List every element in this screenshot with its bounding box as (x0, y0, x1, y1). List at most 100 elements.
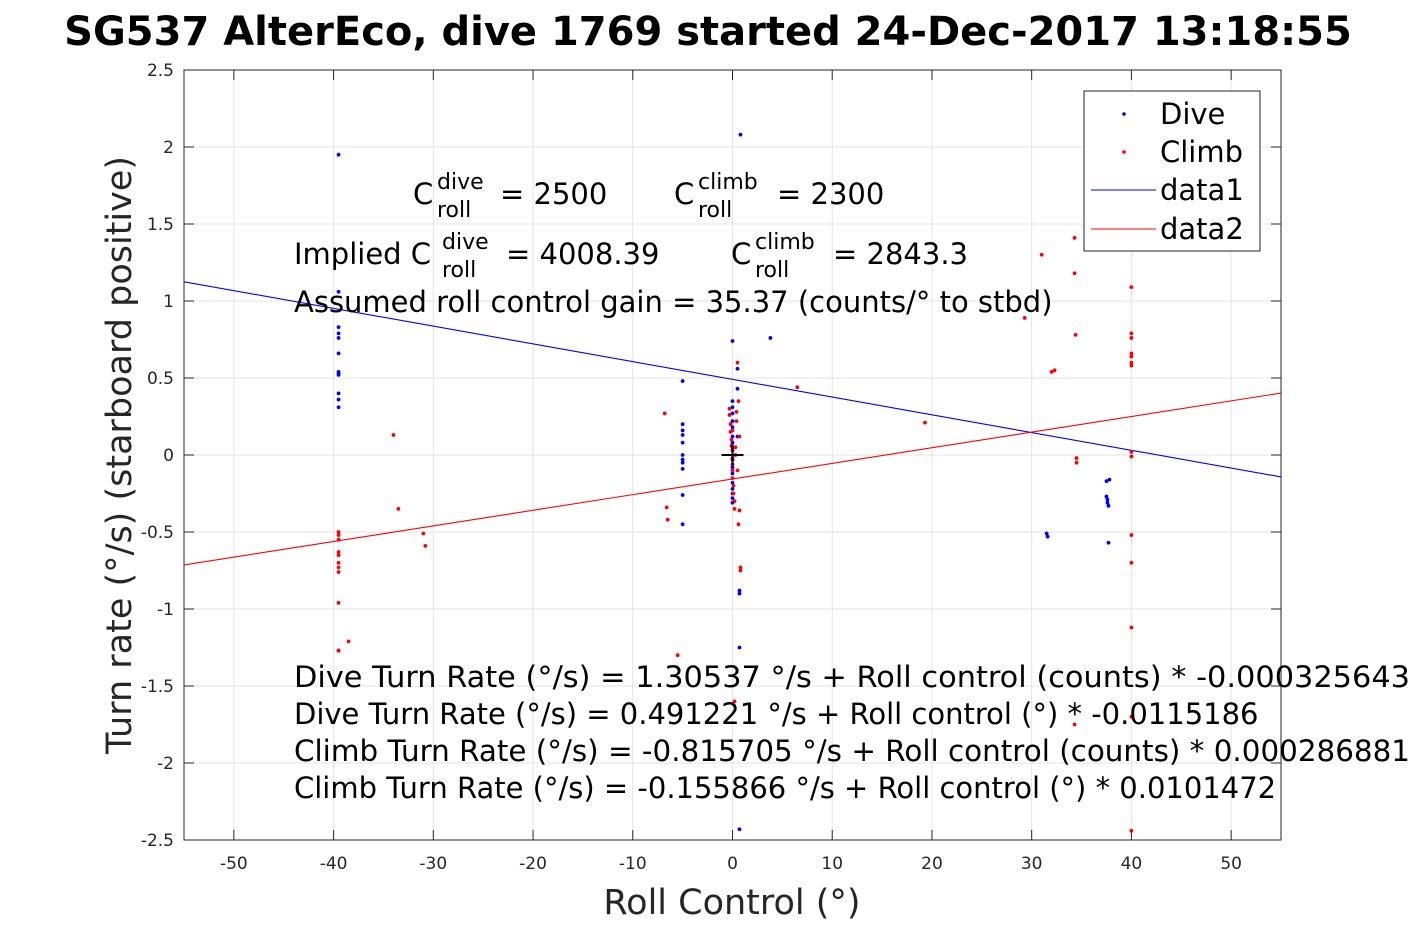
dive-eq-counts: Dive Turn Rate (°/s) = 1.30537 °/s + Rol… (294, 660, 1410, 694)
climb-point (1072, 722, 1077, 727)
y-tick-label: 2 (163, 138, 174, 158)
c-climb-sup: climb (698, 170, 758, 195)
climb-point (336, 570, 341, 574)
climb-point (727, 413, 732, 417)
x-tick-label: 30 (1021, 854, 1043, 874)
x-tick-label: 10 (821, 854, 843, 874)
dive-point (730, 419, 735, 424)
legend-data1-label: data1 (1160, 173, 1244, 207)
data-points (336, 132, 1134, 833)
implied-climb-prefix: C (731, 237, 751, 271)
dive-point (680, 493, 685, 497)
dive-point (680, 422, 685, 427)
legend-data2-label: data2 (1160, 212, 1244, 246)
dive-point (730, 480, 735, 485)
y-tick-label: -1.5 (141, 677, 174, 697)
chart-title: SG537 AlterEco, dive 1769 started 24-Dec… (64, 9, 1352, 55)
dive-point (1044, 531, 1049, 536)
x-tick-label: -50 (220, 854, 248, 874)
y-tick-label: -0.5 (141, 523, 174, 543)
climb-point (1022, 316, 1027, 320)
climb-point (732, 699, 737, 704)
climb-point (396, 507, 401, 511)
x-tick-label: 40 (1121, 854, 1143, 874)
dive-point (680, 428, 685, 433)
dive-eq-degrees: Dive Turn Rate (°/s) = 0.491221 °/s + Ro… (294, 697, 1259, 731)
c-roll-climb-annotation: C climb roll = 2300 (674, 170, 884, 223)
x-tick-label: 0 (727, 854, 738, 874)
climb-point (728, 422, 733, 427)
dive-point (730, 471, 735, 476)
dive-point (730, 465, 735, 470)
x-tick-label: -10 (619, 854, 647, 874)
dive-point (730, 399, 735, 403)
dive-point (680, 466, 685, 471)
climb-point (732, 507, 737, 511)
climb-point (733, 445, 738, 450)
c-dive-value: = 2500 (500, 177, 607, 211)
dive-point (1104, 494, 1109, 499)
climb-point (730, 428, 735, 433)
climb-point (1052, 368, 1057, 373)
dive-point (680, 522, 685, 527)
climb-point (923, 420, 927, 425)
dive-point (735, 386, 740, 391)
climb-point (1129, 714, 1134, 719)
dive-point (730, 440, 735, 445)
climb-point (336, 553, 341, 557)
implied-dive-sub: roll (442, 258, 476, 283)
climb-point (1129, 354, 1134, 359)
climb-point (730, 468, 735, 473)
climb-point (1129, 560, 1134, 565)
dive-point (1106, 540, 1111, 545)
dive-point (735, 366, 740, 371)
dive-point (1104, 479, 1109, 484)
implied-climb-annotation: C climb roll = 2843.3 (731, 230, 968, 283)
dive-point (768, 336, 773, 340)
climb-point (1129, 363, 1134, 368)
climb-point (737, 434, 742, 439)
climb-point (736, 399, 741, 403)
dive-point (336, 373, 341, 377)
climb-point (738, 565, 743, 570)
climb-point (736, 522, 741, 527)
dive-point (680, 453, 685, 457)
climb-point (1129, 360, 1134, 365)
climb-eq-degrees: Climb Turn Rate (°/s) = -0.155866 °/s + … (294, 771, 1276, 805)
climb-point (1129, 331, 1134, 336)
y-tick-label: 0 (163, 446, 174, 466)
climb-point (1073, 332, 1078, 337)
y-axis-label: Turn rate (°/s) (starboard positive) (100, 156, 140, 755)
climb-point (346, 639, 351, 644)
climb-point (1129, 625, 1134, 630)
climb-point (336, 550, 341, 554)
c-dive-prefix: C (413, 177, 433, 211)
x-tick-label: -40 (320, 854, 348, 874)
dive-point (730, 425, 735, 430)
climb-point (336, 530, 341, 534)
dive-point (730, 496, 735, 501)
c-climb-prefix: C (674, 177, 694, 211)
legend: Dive Climb data1 data2 (1083, 90, 1261, 252)
x-tick-label: 50 (1220, 854, 1242, 874)
climb-point (336, 560, 341, 565)
climb-point (1072, 235, 1077, 240)
climb-point (1129, 285, 1134, 290)
dive-point (1105, 500, 1110, 505)
dive-point (730, 486, 735, 491)
c-dive-sub: roll (437, 198, 471, 223)
c-roll-dive-annotation: C dive roll = 2500 (413, 170, 607, 223)
x-axis-label: Roll Control (°) (603, 883, 860, 923)
y-tick-label: -2 (157, 754, 174, 774)
climb-point (336, 648, 341, 653)
dive-point (1106, 503, 1111, 508)
c-climb-sub: roll (698, 198, 732, 223)
y-tick-label: 0.5 (147, 369, 174, 389)
climb-point (735, 468, 740, 473)
implied-climb-sup: climb (755, 230, 815, 255)
dive-point (1045, 534, 1050, 539)
dive-point (730, 411, 735, 416)
dive-point (680, 379, 685, 383)
climb-point (336, 533, 341, 537)
climb-point (1129, 454, 1134, 459)
